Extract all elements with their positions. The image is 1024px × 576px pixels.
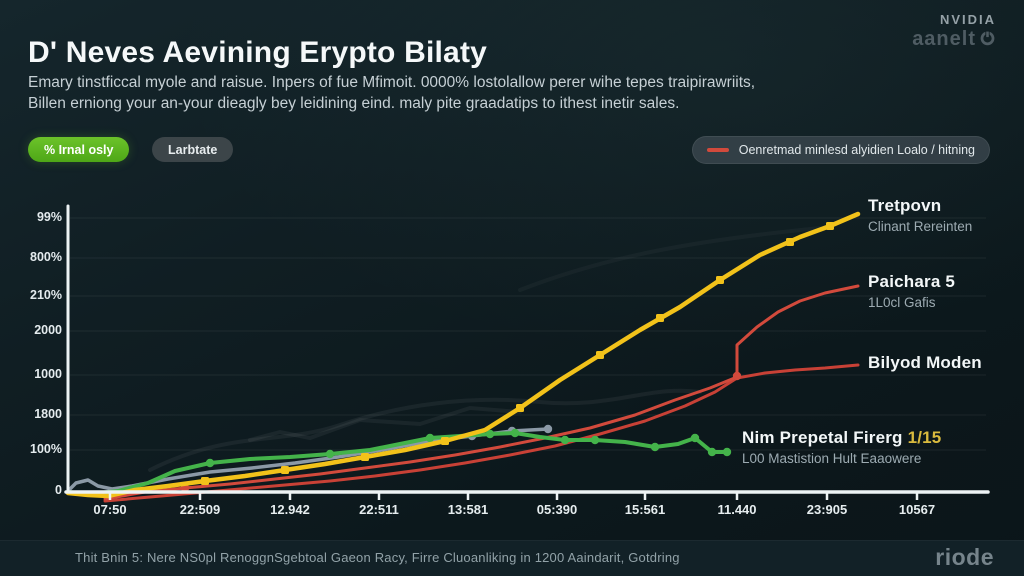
series-marker-nim bbox=[425, 433, 435, 443]
y-tick-label: 99% bbox=[36, 210, 62, 224]
series-marker-paichara bbox=[732, 371, 742, 381]
y-tick-label: 800% bbox=[30, 250, 62, 264]
footer-bar bbox=[0, 540, 1024, 576]
annotation-subtitle: Clinant Rereinten bbox=[868, 219, 973, 234]
x-tick-label: 07:50 bbox=[93, 502, 127, 517]
x-tick-label: 22:509 bbox=[179, 502, 221, 517]
brand-block: NVIDIA aanelt bbox=[912, 12, 996, 51]
secondary-filter-button[interactable]: Larbtate bbox=[152, 137, 234, 162]
smoke-artifacts bbox=[148, 388, 702, 472]
series-line-paichara bbox=[103, 284, 860, 501]
x-tick-label: 13:581 bbox=[447, 502, 489, 517]
x-tick-label: 11.440 bbox=[717, 502, 757, 517]
series-marker-tretpovn bbox=[656, 314, 664, 322]
series-marker-nim bbox=[707, 447, 717, 457]
annotation-title: Tretpovn bbox=[868, 196, 942, 215]
series-marker-tretpovn bbox=[201, 477, 209, 485]
series-marker-slate bbox=[543, 424, 553, 434]
series-marker-nim bbox=[325, 449, 335, 459]
primary-filter-button[interactable]: % Irnal osly bbox=[28, 137, 130, 162]
y-tick-label: 100% bbox=[30, 442, 62, 456]
subtitle-line-2: Billen erniong your an-your dieagly bey … bbox=[28, 95, 680, 112]
axis-ticks bbox=[108, 492, 919, 500]
annotation-subtitle: 1L0cl Gafis bbox=[868, 295, 936, 310]
series-marker-nim bbox=[485, 429, 495, 439]
chart-series-group bbox=[65, 211, 861, 503]
series-marker-tretpovn bbox=[516, 404, 524, 412]
footer-note: Thit Bnin 5: Nere NS0pl RenoggnSgebtoal … bbox=[75, 550, 680, 565]
chart-legend-chip[interactable]: Oenretmad minlesd alyidien Loalo / hitni… bbox=[691, 136, 990, 164]
axes bbox=[64, 204, 990, 494]
annotation-tretpovn: Tretpovn Clinant Rereinten bbox=[868, 196, 972, 234]
annotation-title-text: Nim Prepetal Firerg bbox=[742, 428, 903, 447]
series-marker-nim bbox=[590, 435, 600, 445]
nvidia-wordmark: NVIDIA bbox=[939, 12, 996, 27]
x-tick-label: 22:511 bbox=[359, 502, 399, 517]
series-marker-tretpovn bbox=[786, 238, 794, 246]
annotation-badge: 1/15 bbox=[907, 428, 942, 447]
series-marker-tretpovn bbox=[441, 437, 449, 445]
series-marker-tretpovn bbox=[361, 453, 369, 461]
series-marker-nim bbox=[560, 435, 570, 445]
brand-wordmark: aanelt bbox=[912, 28, 976, 50]
x-tick-label: 23:905 bbox=[806, 502, 848, 517]
x-tick-label: 12.942 bbox=[270, 502, 310, 517]
annotation-subtitle: L00 Mastistion Hult Eaaowere bbox=[742, 451, 922, 466]
series-marker-tretpovn bbox=[596, 351, 604, 359]
y-tick-label: 1800 bbox=[34, 407, 62, 421]
series-marker-nim bbox=[690, 433, 700, 443]
series-marker-nim bbox=[510, 428, 520, 438]
page-title: D' Neves Aevining Erypto Bilaty bbox=[28, 36, 488, 70]
annotation-nim: Nim Prepetal Firerg 1/15 L00 Mastistion … bbox=[742, 428, 941, 466]
annotation-paichara: Paichara 5 1L0cl Gafis bbox=[868, 272, 955, 310]
series-marker-tretpovn bbox=[281, 466, 289, 474]
annotation-bilyod: Bilyod Moden bbox=[868, 353, 982, 373]
y-tick-label: 210% bbox=[30, 288, 62, 302]
series-line-bilyod bbox=[103, 363, 860, 503]
y-tick-label: 2000 bbox=[34, 323, 62, 337]
series-marker-nim bbox=[722, 447, 732, 457]
y-tick-label: 1000 bbox=[34, 367, 62, 381]
annotation-title: Paichara 5 bbox=[868, 272, 956, 291]
gridlines bbox=[70, 217, 986, 451]
x-tick-label: 05:390 bbox=[536, 502, 578, 517]
page-subtitle: Emary tinstficcal myole and raisue. Inpe… bbox=[28, 72, 755, 114]
series-marker-tretpovn bbox=[826, 222, 834, 230]
subtitle-line-1: Emary tinstficcal myole and raisue. Inpe… bbox=[28, 74, 756, 91]
series-marker-nim bbox=[650, 442, 660, 452]
x-tick-label: 15:561 bbox=[624, 502, 666, 517]
annotation-title: Bilyod Moden bbox=[868, 353, 982, 372]
footer-logo: riode bbox=[935, 544, 994, 570]
y-tick-label: 0 bbox=[55, 483, 62, 497]
legend-label: Oenretmad minlesd alyidien Loalo / hitni… bbox=[738, 143, 975, 157]
power-icon bbox=[979, 29, 996, 51]
series-marker-tretpovn bbox=[716, 276, 724, 284]
x-tick-label: 10567 bbox=[898, 502, 936, 517]
annotation-title: Nim Prepetal Firerg 1/15 bbox=[742, 428, 941, 448]
series-marker-nim bbox=[205, 458, 215, 468]
legend-line-icon bbox=[706, 148, 729, 152]
